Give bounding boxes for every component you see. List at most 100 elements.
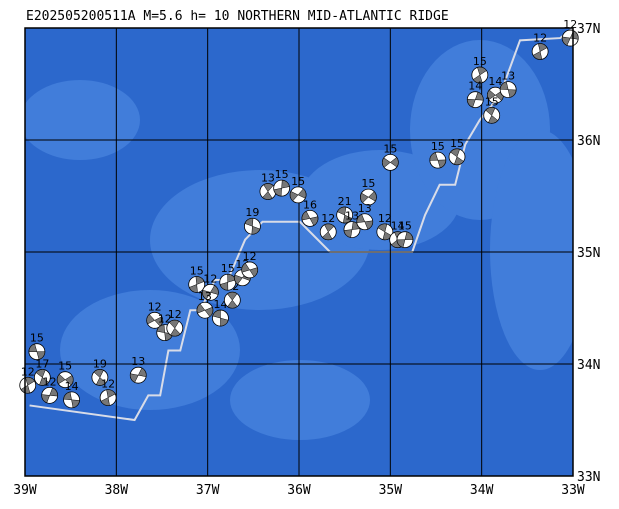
compression-quadrant <box>130 367 147 383</box>
focal-mechanism: 13 <box>129 355 147 384</box>
focal-mechanism: 15 <box>471 55 489 84</box>
x-tick-label: 35W <box>379 483 403 498</box>
compression-quadrant <box>212 309 229 327</box>
compression-quadrant <box>532 43 548 60</box>
focal-mechanism: 14 <box>466 80 484 109</box>
focal-mechanism: 13 <box>196 290 214 319</box>
depth-label: 15 <box>450 137 464 150</box>
focal-mechanism: 15 <box>289 175 307 204</box>
x-tick-label: 33W <box>561 483 585 498</box>
depth-label: 15 <box>58 360 72 373</box>
compression-quadrant <box>450 148 464 166</box>
depth-label: 21 <box>338 195 352 208</box>
depth-label: 12 <box>101 378 115 391</box>
compression-quadrant <box>244 218 261 235</box>
depth-label: 19 <box>245 206 259 219</box>
depth-label: 15 <box>291 175 305 188</box>
focal-mechanism: 15 <box>56 360 74 389</box>
compression-quadrant <box>301 210 319 226</box>
y-tick-label: 33N <box>577 470 600 485</box>
map-frame <box>24 27 574 477</box>
compression-quadrant <box>262 183 274 200</box>
depth-label: 15 <box>485 95 499 108</box>
focal-mechanism: 12 <box>41 375 59 404</box>
compression-quadrant <box>472 66 487 84</box>
compression-quadrant <box>322 223 335 241</box>
depth-label: 15 <box>221 262 235 275</box>
focal-mechanism: 14 <box>63 380 80 409</box>
x-tick-label: 34W <box>470 483 494 498</box>
focal-mechanism: 13 <box>259 172 277 200</box>
focal-mechanism: 17 <box>33 357 51 386</box>
focal-mechanism: 12 <box>561 18 579 47</box>
focal-mechanism: 15 <box>429 140 447 169</box>
compression-quadrant <box>467 91 484 108</box>
depth-label: 15 <box>431 140 445 153</box>
focal-mechanism: 15 <box>360 177 377 206</box>
focal-mechanism: 12 <box>166 308 184 337</box>
y-tick-label: 36N <box>577 134 600 149</box>
focal-mechanism: 12 <box>531 32 549 60</box>
compression-quadrant <box>289 188 307 202</box>
focal-mechanism: 15 <box>483 95 501 124</box>
map-layer <box>25 28 573 476</box>
depth-label: 12 <box>378 212 392 225</box>
depth-label: 13 <box>198 290 212 303</box>
focal-mechanism: 13 <box>356 202 374 231</box>
depth-label: 15 <box>30 332 44 345</box>
compression-quadrant <box>56 373 74 386</box>
x-tick-label: 37W <box>196 483 220 498</box>
depth-label: 14 <box>468 80 482 93</box>
x-tick-label: 38W <box>105 483 129 498</box>
y-tick-label: 35N <box>577 246 600 261</box>
focal-mechanism: 14 <box>486 75 504 104</box>
compression-quadrant <box>227 291 238 309</box>
depth-label: 12 <box>148 300 162 313</box>
depth-label: 12 <box>203 272 217 285</box>
compression-quadrant <box>168 319 181 337</box>
depth-label: 12 <box>158 313 172 326</box>
depth-label: 15 <box>473 55 487 68</box>
depth-label: 17 <box>35 357 49 370</box>
y-tick-label: 37N <box>577 22 600 37</box>
compression-quadrant <box>35 369 50 386</box>
depth-label: 15 <box>190 264 204 277</box>
depth-label: 15 <box>361 177 375 190</box>
focal-mechanism: 12 <box>202 272 219 301</box>
compression-quadrant <box>356 214 373 230</box>
depth-label: 12 <box>243 250 257 263</box>
compression-quadrant <box>41 387 58 404</box>
compression-quadrant <box>485 107 499 124</box>
compression-quadrant <box>241 262 258 278</box>
focal-mechanism: 19 <box>244 206 261 235</box>
focal-mechanism: 15 <box>396 220 414 249</box>
focal-mechanism: 14 <box>212 298 229 327</box>
compression-quadrant <box>202 285 219 300</box>
focal-mechanism: 13 <box>343 210 361 239</box>
depth-label: 13 <box>501 70 515 83</box>
compression-quadrant <box>100 389 116 406</box>
ridge-line <box>29 28 573 422</box>
depth-label: 16 <box>303 198 317 211</box>
depth-label: 12 <box>321 212 335 225</box>
focal-mechanism: 12 <box>146 300 164 329</box>
focal-mechanism: 13 <box>499 70 517 98</box>
depth-label: 15 <box>275 168 289 181</box>
focal-mechanism: 19 <box>91 357 109 386</box>
focal-mechanism: 15 <box>219 262 237 291</box>
focal-mechanism: 15 <box>448 137 466 166</box>
depth-label: 19 <box>93 357 107 370</box>
compression-quadrant <box>499 81 517 98</box>
depth-label: 12 <box>21 365 35 378</box>
focal-mechanism: 12 <box>241 250 259 279</box>
depth-label: 15 <box>398 220 412 233</box>
x-tick-label: 36W <box>287 483 311 498</box>
depth-label: 12 <box>168 308 182 321</box>
depth-label: 14 <box>391 220 405 233</box>
depth-label: 13 <box>261 172 275 185</box>
x-tick-label: 39W <box>13 483 37 498</box>
focal-mechanism: 12 <box>99 378 117 407</box>
focal-mechanism: 12 <box>376 212 394 241</box>
focal-mechanism: 15 <box>188 264 206 293</box>
